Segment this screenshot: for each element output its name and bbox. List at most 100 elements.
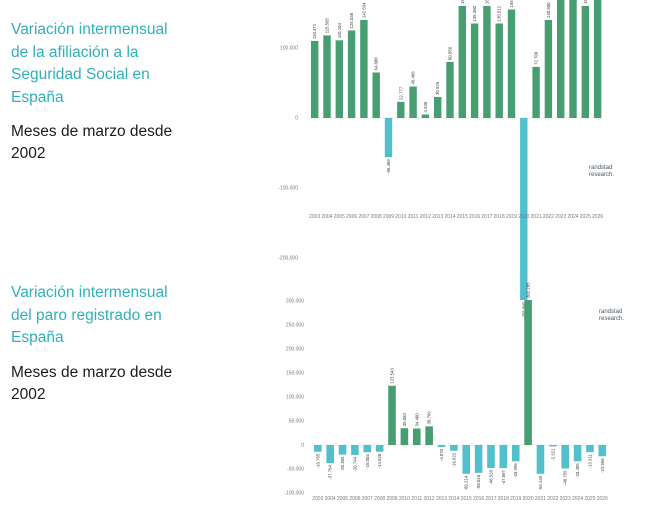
chart1-data-label-2005: 110.104	[337, 22, 342, 38]
chart1-bar-2015	[458, 6, 466, 118]
chart2-bar-2026	[598, 445, 607, 457]
chart2-xtick-label-2009: 2009	[386, 496, 397, 502]
chart2-data-label-2016: -58.016	[476, 474, 481, 489]
chart1-bar-2020	[520, 118, 528, 300]
chart2-xtick-label-2015: 2015	[461, 496, 472, 502]
chart2-xtick-label-2014: 2014	[448, 496, 459, 502]
chart1-xtick-label-2017: 2017	[481, 214, 492, 220]
chart1-bar-2016	[470, 23, 479, 118]
chart1-bar-2013	[434, 97, 442, 118]
chart2-bar-2006	[351, 445, 359, 455]
chart1-ytick-label: -100.000	[278, 186, 298, 192]
chart1-bar-2005	[335, 40, 343, 118]
chart2-xtick-label-2020: 2020	[523, 496, 534, 502]
chart2-data-label-2003: -16.765	[315, 453, 320, 468]
chart2-bar-2004	[326, 445, 334, 464]
chart2-bar-2021	[536, 445, 545, 474]
chart1-data-label-2011: 45.466	[411, 71, 416, 85]
chart1-xtick-label-2015: 2015	[457, 214, 468, 220]
chart2-data-label-2019: -33.996	[513, 463, 518, 478]
chart2-bar-2023	[561, 445, 569, 469]
chart1-data-label-2022: 140.500	[546, 2, 551, 18]
chart2-xtick-label-2012: 2012	[424, 496, 435, 502]
chart1-data-label-2015: 160.859	[460, 0, 465, 4]
chart1-xtick-label-2003: 2003	[309, 214, 320, 220]
chart1-data-label-2018: 135.512	[497, 5, 502, 21]
chart2-ytick-label: 250.000	[286, 323, 304, 329]
chart1-title: Variación intermensual de la afiliación …	[11, 21, 168, 106]
chart1-data-label-2003: 110.471	[312, 23, 317, 39]
chart2-title: Variación intermensual del paro registra…	[11, 284, 168, 346]
chart2-xtick-label-2007: 2007	[362, 496, 373, 502]
chart2-bar-2016	[474, 445, 483, 473]
chart2-data-label-2022: -2.921	[550, 448, 555, 461]
chart2-bar-2005	[338, 445, 347, 455]
chart2-data-label-2021: -59.149	[538, 475, 543, 490]
chart1-data-label-2006: 125.038	[349, 12, 354, 28]
chart2-xtick-label-2021: 2021	[535, 496, 546, 502]
chart2-bar-2020	[524, 300, 532, 445]
chart2-bar-2025	[586, 445, 594, 453]
chart2-bar-2012	[425, 426, 433, 445]
chart2-ytick-label: 100.000	[286, 395, 304, 401]
chart1-xtick-label-2022: 2022	[543, 214, 554, 220]
chart1-data-label-2004: 115.565	[325, 18, 330, 34]
chart1-xtick-label-2014: 2014	[444, 214, 455, 220]
chart1-data-label-2009: -56.489	[386, 159, 391, 174]
chart2-xtick-label-2019: 2019	[510, 496, 521, 502]
chart2-xtick-label-2024: 2024	[572, 496, 583, 502]
chart2-data-label-2014: -16.822	[451, 452, 456, 467]
chart1-xtick-label-2007: 2007	[358, 214, 369, 220]
chart2-bar-2022	[549, 445, 557, 447]
chart2-bar-2009	[388, 385, 396, 445]
chart2-data-label-2024: -33.405	[575, 463, 580, 478]
chart1-bar-2012	[421, 114, 430, 118]
chart2-data-label-2018: -47.697	[501, 469, 506, 484]
chart1-xtick-label-2005: 2005	[334, 214, 345, 220]
chart2-ytick-label: 0	[301, 443, 304, 449]
chart1-ytick-label: -200.000	[278, 256, 298, 262]
chart1-xtick-label-2021: 2021	[531, 214, 542, 220]
chart2-data-label-2015: -60.214	[464, 475, 469, 490]
chart1-bar-2024	[569, 0, 577, 118]
chart2-data-label-2026: -23.558	[600, 458, 605, 473]
chart2-xtick-label-2004: 2004	[325, 496, 336, 502]
chart1-xtick-label-2016: 2016	[469, 214, 480, 220]
chart1-xtick-label-2025: 2025	[580, 214, 591, 220]
chart2-xtick-label-2003: 2003	[312, 496, 323, 502]
chart1-bar-2006	[347, 30, 356, 118]
chart1-ytick-label: 0	[295, 116, 298, 122]
chart1-data-label-2019: 155.104	[509, 0, 514, 8]
chart2-data-label-2007: -15.004	[365, 454, 370, 469]
chart1-xtick-label-2010: 2010	[395, 214, 406, 220]
chart2-ytick-label: 150.000	[286, 371, 304, 377]
chart1-xtick-label-2009: 2009	[383, 214, 394, 220]
chart1-bar-2014	[446, 62, 454, 118]
chart1-bar-2003	[311, 41, 319, 118]
chart1-xtick-label-2008: 2008	[371, 214, 382, 220]
chart1-data-label-2017: 160.157	[484, 0, 489, 4]
chart1-caption: Variación intermensual de la afiliación …	[11, 19, 201, 165]
chart1-bar-2010	[397, 101, 405, 118]
chart2-bar-2014	[450, 445, 458, 451]
chart2-bar-2018	[499, 445, 508, 469]
chart1-data-label-2014: 80.856	[448, 46, 453, 60]
chart2-data-label-2011: 34.400	[414, 413, 419, 427]
chart1-bar-2008	[372, 72, 380, 118]
chart1-xtick-label-2018: 2018	[494, 214, 505, 220]
chart1-bar-2025	[581, 6, 589, 118]
chart1-bar-2021	[532, 66, 540, 118]
chart2-ytick-label: -50.000	[287, 467, 304, 473]
chart1-bar-2017	[483, 6, 491, 118]
chart2-data-label-2009: 123.543	[390, 368, 395, 384]
chart2-bar-2019	[511, 445, 520, 462]
chart2-xtick-label-2016: 2016	[473, 496, 484, 502]
chart1-xtick-label-2023: 2023	[555, 214, 566, 220]
chart1-brand-text: research.	[589, 172, 614, 178]
chart1-data-label-2010: 22.777	[398, 86, 403, 100]
chart2-bar-2003	[314, 445, 322, 452]
chart2-xtick-label-2006: 2006	[349, 496, 360, 502]
chart1-bar-2022	[544, 20, 553, 118]
chart2-xtick-label-2011: 2011	[411, 496, 422, 502]
chart2-xtick-label-2010: 2010	[399, 496, 410, 502]
